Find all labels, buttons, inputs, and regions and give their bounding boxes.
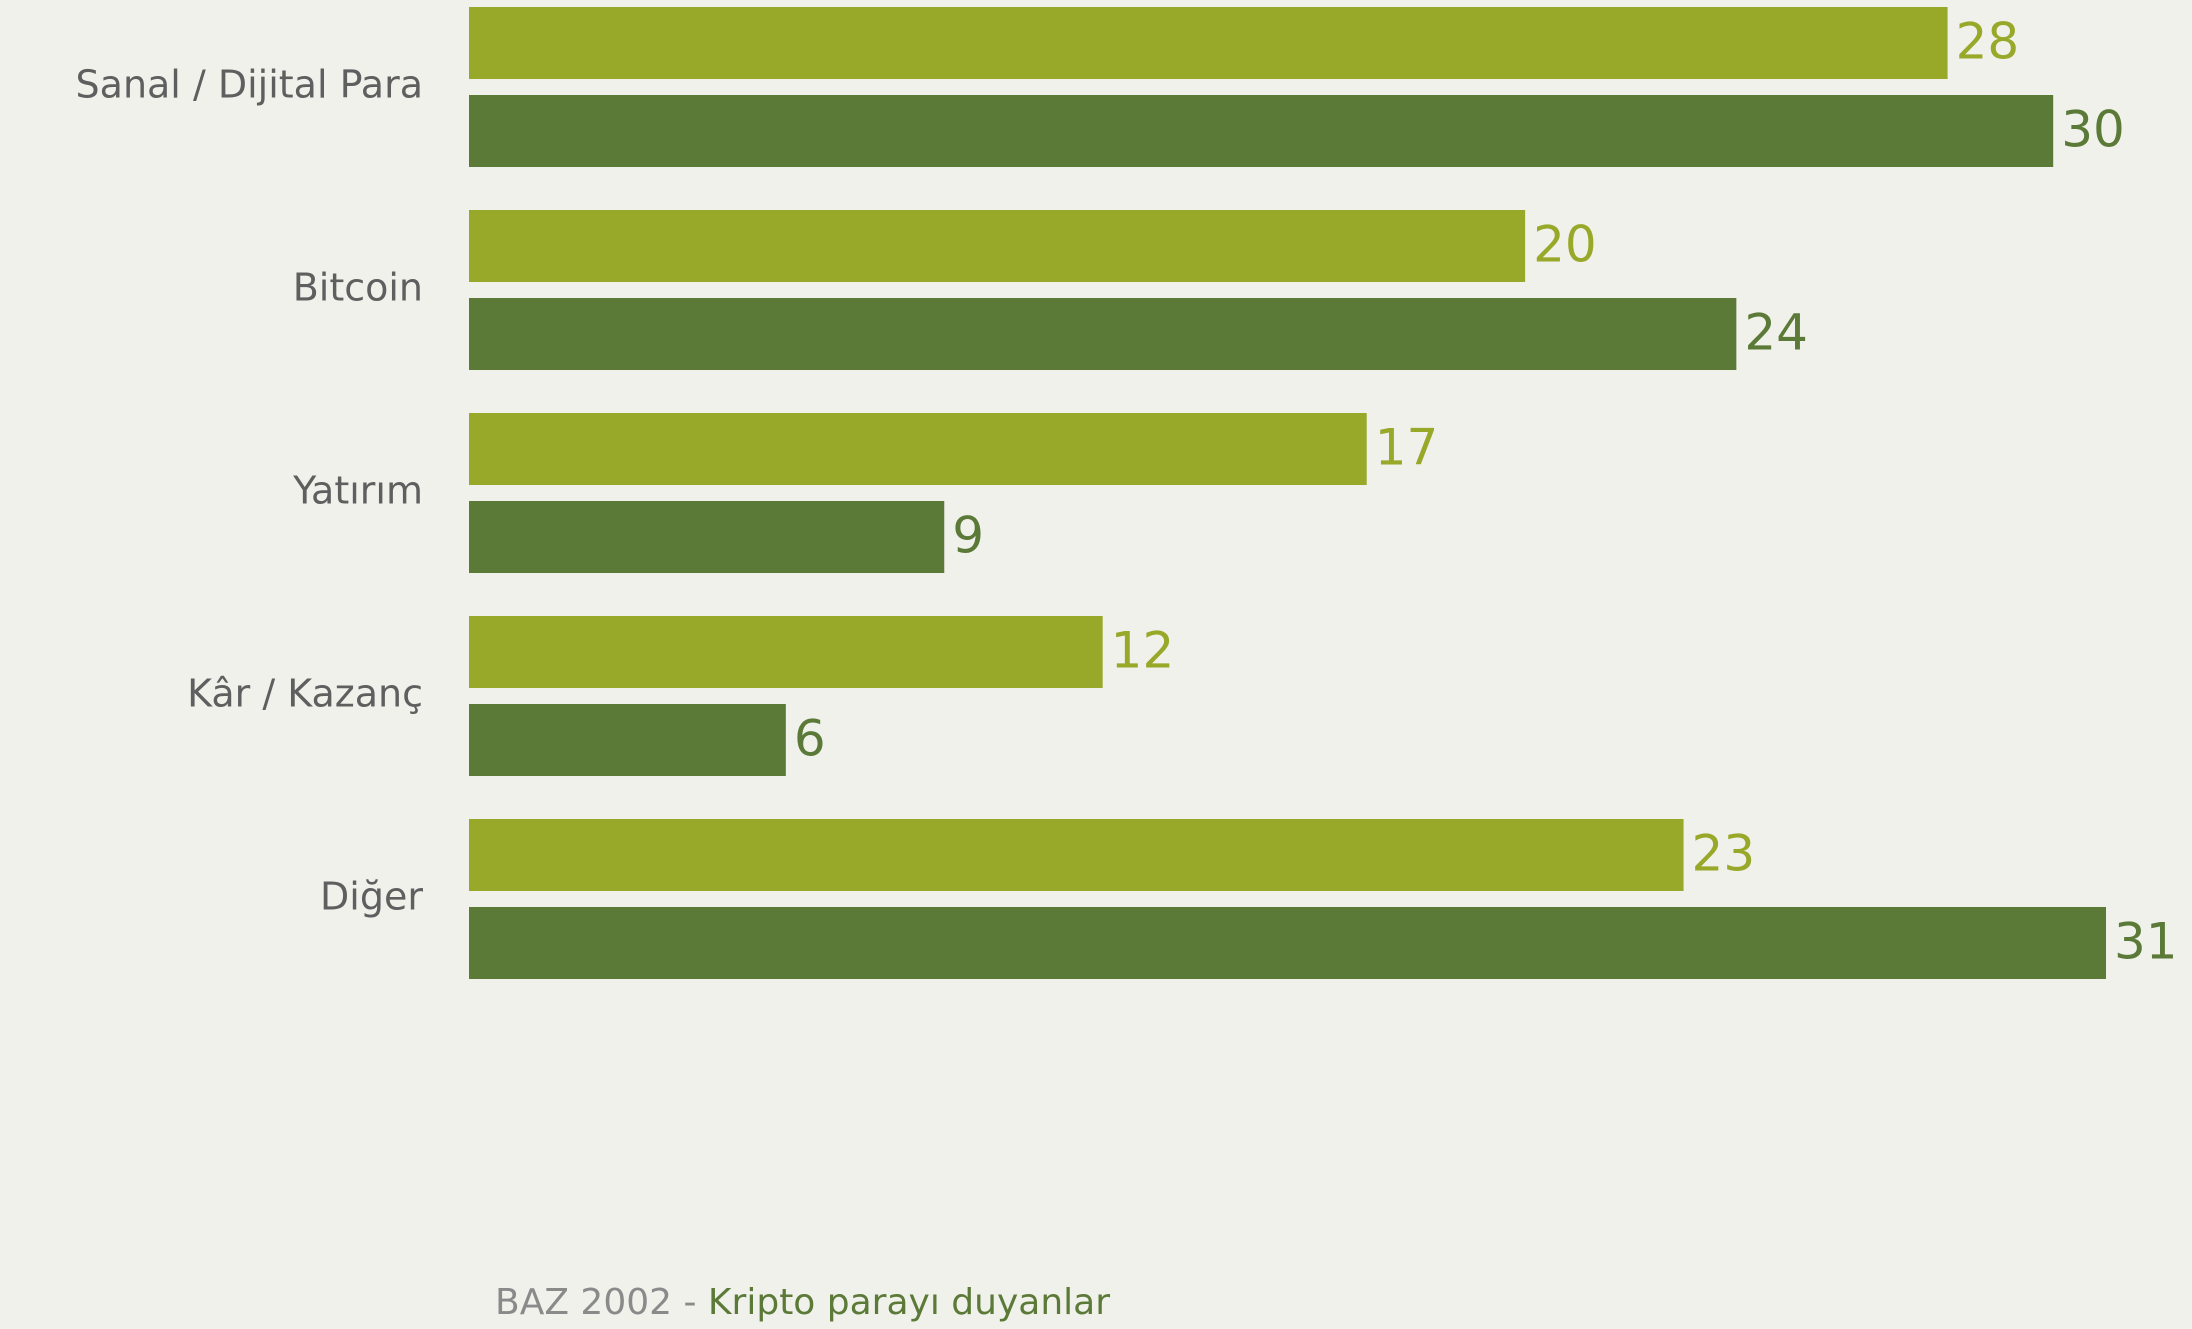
data-label: 6 bbox=[794, 710, 826, 768]
bar-series-1 bbox=[469, 616, 1103, 688]
bar-series-2 bbox=[469, 298, 1737, 370]
data-label: 30 bbox=[2061, 101, 2125, 159]
data-label: 28 bbox=[1956, 13, 2020, 71]
data-label: 9 bbox=[952, 507, 984, 565]
data-label: 24 bbox=[1744, 304, 1808, 362]
data-label: 23 bbox=[1692, 825, 1756, 883]
bar-series-1 bbox=[469, 210, 1526, 282]
data-label: 20 bbox=[1533, 216, 1597, 274]
category-label: Bitcoin bbox=[293, 266, 423, 310]
bar-series-1 bbox=[469, 7, 1948, 79]
data-label: 17 bbox=[1375, 419, 1439, 477]
bar-series-1 bbox=[469, 819, 1684, 891]
base-description: Kripto parayı duyanlar bbox=[696, 1282, 1111, 1323]
data-label: 31 bbox=[2114, 913, 2178, 971]
category-label: Kâr / Kazanç bbox=[187, 672, 423, 716]
bar-series-1 bbox=[469, 413, 1367, 485]
bar-series-2 bbox=[469, 907, 2106, 979]
base-note: BAZ 2002 - Kripto parayı duyanlar bbox=[495, 1282, 1110, 1323]
category-label: Yatırım bbox=[292, 469, 423, 513]
bar-series-2 bbox=[469, 95, 2054, 167]
bar-series-2 bbox=[469, 704, 786, 776]
bar-series-2 bbox=[469, 501, 945, 573]
category-label: Sanal / Dijital Para bbox=[76, 63, 423, 107]
category-label: Diğer bbox=[320, 875, 423, 919]
base-label: BAZ 2002 - bbox=[495, 1282, 697, 1323]
data-label: 12 bbox=[1111, 622, 1175, 680]
